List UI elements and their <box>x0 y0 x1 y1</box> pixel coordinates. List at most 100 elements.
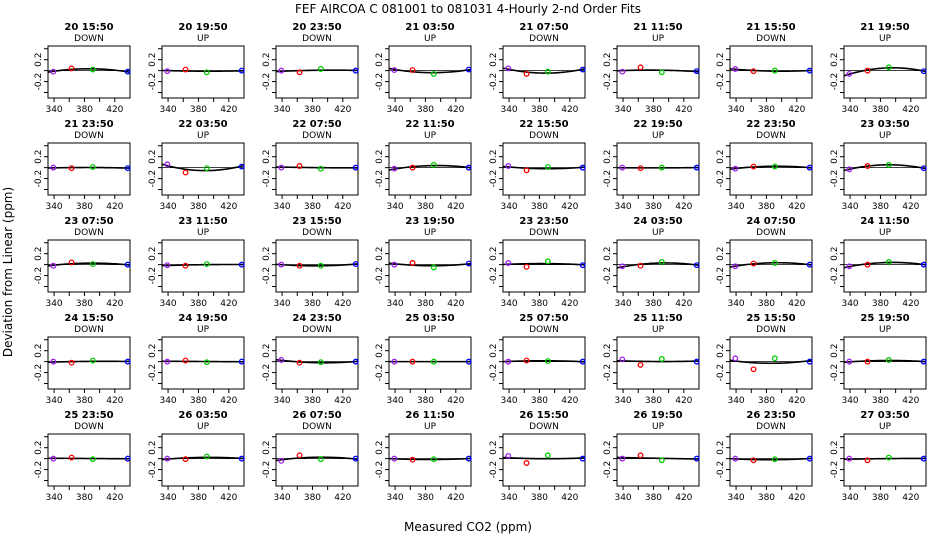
standard-point-3 <box>89 261 96 268</box>
x-tick-label: 340 <box>500 105 517 115</box>
standard-point-3 <box>658 258 665 265</box>
standard-point-4 <box>806 67 813 74</box>
y-tick-label: -0.2 <box>148 170 158 188</box>
y-tick-label: 0.2 <box>603 150 613 164</box>
standard-point-4 <box>806 164 813 171</box>
x-tick-label: 340 <box>386 299 403 309</box>
y-tick-label: 0.2 <box>34 150 44 164</box>
standard-point-2 <box>182 262 189 269</box>
x-tick-label: 340 <box>841 105 858 115</box>
panel-title: 22 03:50 <box>178 119 227 130</box>
standard-point-1 <box>505 452 512 459</box>
panel-direction-label: UP <box>879 228 892 238</box>
y-tick-label: -0.2 <box>148 461 158 479</box>
standard-point-1 <box>619 356 626 363</box>
x-tick-label: 420 <box>902 299 919 309</box>
standard-point-2 <box>68 259 75 266</box>
standard-point-1 <box>846 166 853 173</box>
x-tick-label: 380 <box>190 299 207 309</box>
y-tick-label: 0.2 <box>489 344 499 358</box>
x-tick-label: 380 <box>645 493 662 503</box>
y-tick-label: -0.2 <box>148 73 158 91</box>
fit-curve <box>616 456 700 460</box>
y-tick-label: -0.2 <box>489 461 499 479</box>
standard-point-4 <box>124 165 131 172</box>
x-tick-label: 340 <box>500 493 517 503</box>
standard-point-3 <box>658 457 665 464</box>
panel-title: 22 19:50 <box>633 119 682 130</box>
x-tick-label: 420 <box>334 493 351 503</box>
x-tick-label: 420 <box>447 396 464 406</box>
panel-direction-label: UP <box>879 131 892 141</box>
x-tick-label: 420 <box>675 299 692 309</box>
x-tick-label: 340 <box>727 299 744 309</box>
fit-curve <box>161 263 245 267</box>
panel-title: 27 03:50 <box>860 410 909 421</box>
y-tick-label: -0.2 <box>716 364 726 382</box>
panel-title: 25 11:50 <box>633 313 682 324</box>
panel-direction-label: DOWN <box>302 422 332 432</box>
x-tick-label: 420 <box>561 202 578 212</box>
standard-point-1 <box>505 163 512 169</box>
standard-point-3 <box>885 64 892 71</box>
standard-point-2 <box>864 358 871 365</box>
panel-direction-label: UP <box>424 228 437 238</box>
y-tick-label: -0.2 <box>262 267 272 285</box>
y-tick-label: -0.2 <box>489 73 499 91</box>
fit-curve <box>47 68 131 74</box>
standard-point-4 <box>806 358 813 365</box>
panel-title: 25 03:50 <box>405 313 454 324</box>
x-tick-label: 340 <box>614 299 631 309</box>
x-tick-label: 380 <box>76 202 93 212</box>
standard-point-4 <box>693 455 700 462</box>
standard-point-3 <box>89 456 96 463</box>
panel-direction-label: DOWN <box>529 228 559 238</box>
fit-curve <box>388 67 472 74</box>
panel-direction-label: DOWN <box>302 228 332 238</box>
standard-point-1 <box>732 165 739 172</box>
fit-curve <box>843 164 927 172</box>
standard-point-3 <box>885 161 892 168</box>
x-tick-label: 340 <box>159 105 176 115</box>
standard-point-2 <box>864 67 871 74</box>
panel-direction-label: UP <box>197 325 210 335</box>
panel-direction-label: UP <box>652 34 665 44</box>
x-tick-label: 380 <box>531 202 548 212</box>
panel-direction-label: UP <box>197 34 210 44</box>
standard-point-2 <box>296 163 303 169</box>
standard-point-4 <box>806 455 813 462</box>
x-tick-label: 380 <box>417 396 434 406</box>
x-tick-label: 380 <box>531 105 548 115</box>
standard-point-4 <box>806 261 813 268</box>
x-tick-label: 340 <box>159 493 176 503</box>
fit-curve <box>729 261 813 268</box>
y-tick-label: 0.2 <box>489 441 499 455</box>
fit-curve <box>729 165 813 170</box>
panel-direction-label: UP <box>879 422 892 432</box>
standard-point-4 <box>693 68 700 75</box>
x-axis-title: Measured CO2 (ppm) <box>404 520 532 534</box>
standard-point-4 <box>352 164 359 171</box>
fit-curve <box>616 262 700 269</box>
standard-point-1 <box>164 161 171 168</box>
standard-point-4 <box>693 358 700 365</box>
x-tick-label: 340 <box>45 396 62 406</box>
fit-curve <box>729 359 813 365</box>
x-tick-label: 340 <box>273 493 290 503</box>
standard-point-3 <box>317 456 324 463</box>
standard-point-4 <box>124 261 131 268</box>
standard-point-4 <box>465 455 472 462</box>
standard-point-1 <box>50 262 57 269</box>
x-tick-label: 420 <box>447 493 464 503</box>
panel-frame <box>729 239 813 293</box>
